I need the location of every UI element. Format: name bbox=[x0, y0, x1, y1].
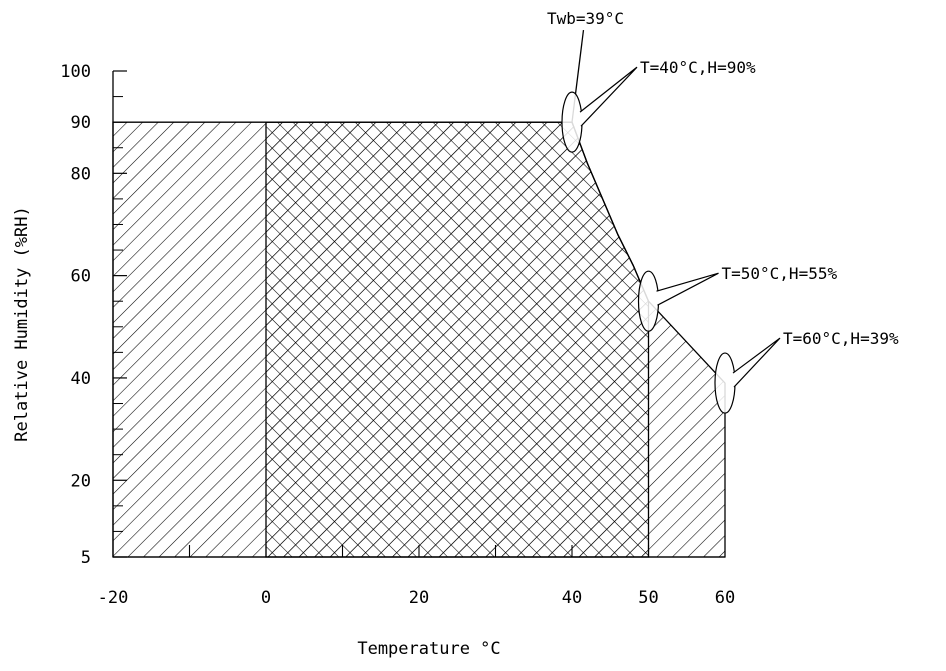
callout-ellipse bbox=[561, 91, 583, 153]
y-tick-label: 80 bbox=[71, 164, 91, 184]
y-tick-label: 40 bbox=[71, 369, 91, 389]
annotations-layer: Twb=39°C T=40°C,H=90% T=50°C,H=55% T=60°C,H… bbox=[547, 9, 899, 414]
callout-label: T=40°C,H=90% bbox=[640, 58, 756, 77]
y-tick-label: 5 bbox=[81, 548, 91, 568]
x-tick-label: 50 bbox=[638, 588, 658, 608]
x-tick-label: 40 bbox=[562, 588, 582, 608]
callout-leader bbox=[656, 272, 719, 306]
y-tick-label: 20 bbox=[71, 471, 91, 491]
callout-ellipse bbox=[637, 270, 660, 332]
y-tick-label: 60 bbox=[71, 267, 91, 287]
x-axis-label: Temperature °C bbox=[357, 639, 500, 659]
y-axis-label: Relative Humidity (%RH) bbox=[12, 206, 32, 441]
x-tick-label: 0 bbox=[261, 588, 271, 608]
region-operating bbox=[265, 121, 650, 558]
callout-label: T=50°C,H=55% bbox=[722, 264, 838, 283]
callout-ellipse bbox=[714, 352, 736, 414]
callout-leader bbox=[579, 66, 638, 127]
x-tick-label: 20 bbox=[409, 588, 429, 608]
regions-layer bbox=[112, 121, 726, 558]
callout-label: T=60°C,H=39% bbox=[783, 329, 899, 348]
wet-bulb-label: Twb=39°C bbox=[547, 9, 624, 28]
axes-layer: 5 20 40 60 80 90 100 -20 0 20 40 50 60 bbox=[60, 62, 735, 608]
y-tick-label: 100 bbox=[60, 62, 91, 82]
x-tick-label: 60 bbox=[715, 588, 735, 608]
callout-leader bbox=[732, 337, 781, 388]
x-tick-label: -20 bbox=[98, 588, 129, 608]
y-tick-label: 90 bbox=[71, 113, 91, 133]
